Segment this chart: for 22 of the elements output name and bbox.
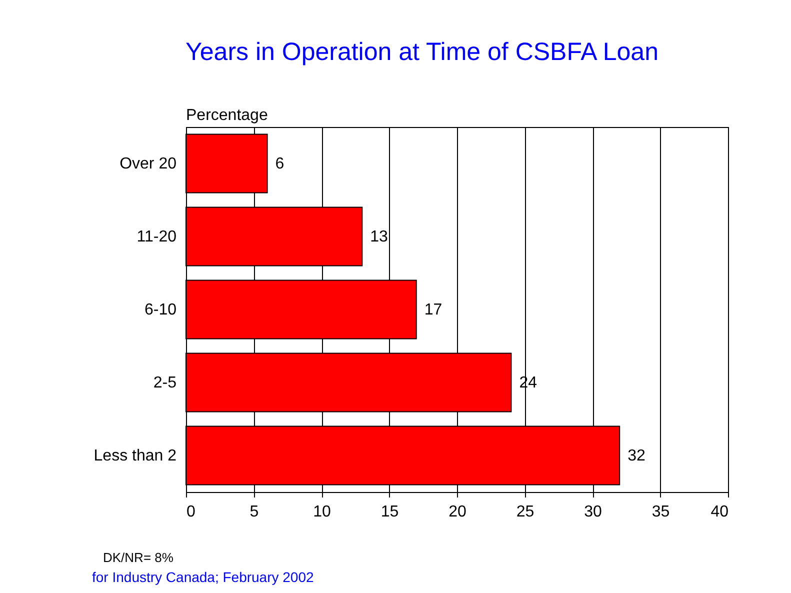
data-label: 6: [275, 156, 284, 172]
x-tick-label: 35: [652, 504, 670, 520]
x-tick-label: 0: [186, 504, 196, 520]
x-tick-label: 15: [380, 504, 399, 520]
x-tick-label: 40: [710, 504, 729, 520]
y-tick-label: 2-5: [153, 374, 177, 392]
y-tick-label: 11-20: [136, 228, 177, 246]
data-label: 32: [628, 448, 646, 464]
x-axis-title: Percentage: [186, 107, 268, 124]
data-label: 17: [424, 302, 442, 318]
y-tick-label: Less than 2: [94, 448, 177, 464]
y-tick-label: Over 20: [120, 156, 177, 172]
y-tick-label: 6-10: [144, 302, 177, 318]
x-tick-label: 25: [516, 504, 534, 520]
x-tick-label: 30: [584, 504, 602, 520]
text: DK/NR= 8%: [103, 550, 174, 565]
x-tick-label: 5: [250, 504, 259, 520]
data-label: 13: [370, 228, 388, 246]
x-tick-label: 20: [448, 504, 466, 520]
chart-title: Years in Operation at Time of CSBFA Loan: [186, 38, 658, 66]
x-tick-label: 10: [313, 504, 331, 520]
text: for Industry Canada; February 2002: [92, 569, 314, 585]
